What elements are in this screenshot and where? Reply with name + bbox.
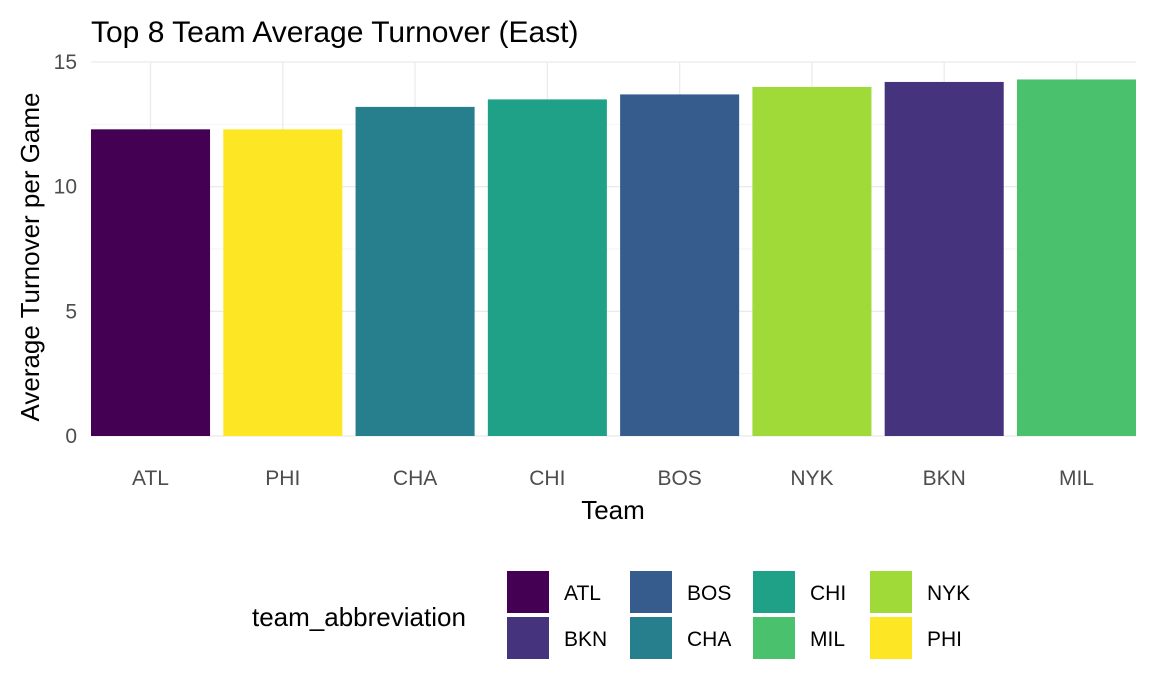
- x-tick-label: ATL: [132, 467, 169, 490]
- x-tick-labels: ATL PHI CHA CHI BOS NYK BKN MIL: [132, 467, 1094, 490]
- legend-key-phi: [870, 617, 912, 659]
- bar-chi: [487, 99, 607, 437]
- bar-mil: [1016, 79, 1136, 436]
- x-axis-title: Team: [581, 495, 645, 525]
- legend-key-atl: [507, 571, 549, 613]
- chart-title: Top 8 Team Average Turnover (East): [91, 16, 579, 49]
- legend-label: CHA: [687, 628, 731, 651]
- y-tick-label: 5: [65, 300, 77, 323]
- bar-nyk: [752, 86, 872, 436]
- bar-atl: [91, 129, 211, 436]
- legend-label: BKN: [564, 628, 607, 651]
- legend-label: ATL: [564, 582, 601, 605]
- bar-bos: [620, 94, 740, 436]
- x-tick-label: BKN: [923, 467, 966, 490]
- legend-label: NYK: [927, 582, 970, 605]
- legend-label: BOS: [687, 582, 731, 605]
- y-tick-label: 10: [54, 176, 77, 199]
- x-tick-label: PHI: [265, 467, 300, 490]
- legend-label: MIL: [810, 628, 845, 651]
- legend-key-chi: [753, 571, 795, 613]
- y-tick-label: 0: [65, 425, 77, 448]
- legend-key-bkn: [507, 617, 549, 659]
- bar-cha: [355, 106, 475, 436]
- y-tick-labels: 0 5 10 15: [54, 51, 77, 448]
- legend-key-nyk: [870, 571, 912, 613]
- x-tick-label: CHI: [529, 467, 565, 490]
- bar-bkn: [884, 81, 1004, 437]
- bar-phi: [223, 129, 343, 436]
- legend-label: CHI: [810, 582, 846, 605]
- x-tick-label: NYK: [790, 467, 833, 490]
- x-tick-label: CHA: [393, 467, 437, 490]
- legend: ATL BKN BOS CHA CHI MIL NYK PHI: [507, 571, 970, 659]
- bars: [91, 79, 1136, 437]
- y-axis-title: Average Turnover per Game: [15, 92, 45, 421]
- y-tick-label: 15: [54, 51, 77, 74]
- legend-key-bos: [630, 571, 672, 613]
- x-tick-label: BOS: [657, 467, 701, 490]
- legend-title: team_abbreviation: [252, 602, 466, 632]
- legend-label: PHI: [927, 628, 962, 651]
- x-tick-label: MIL: [1059, 467, 1094, 490]
- legend-key-mil: [753, 617, 795, 659]
- legend-key-cha: [630, 617, 672, 659]
